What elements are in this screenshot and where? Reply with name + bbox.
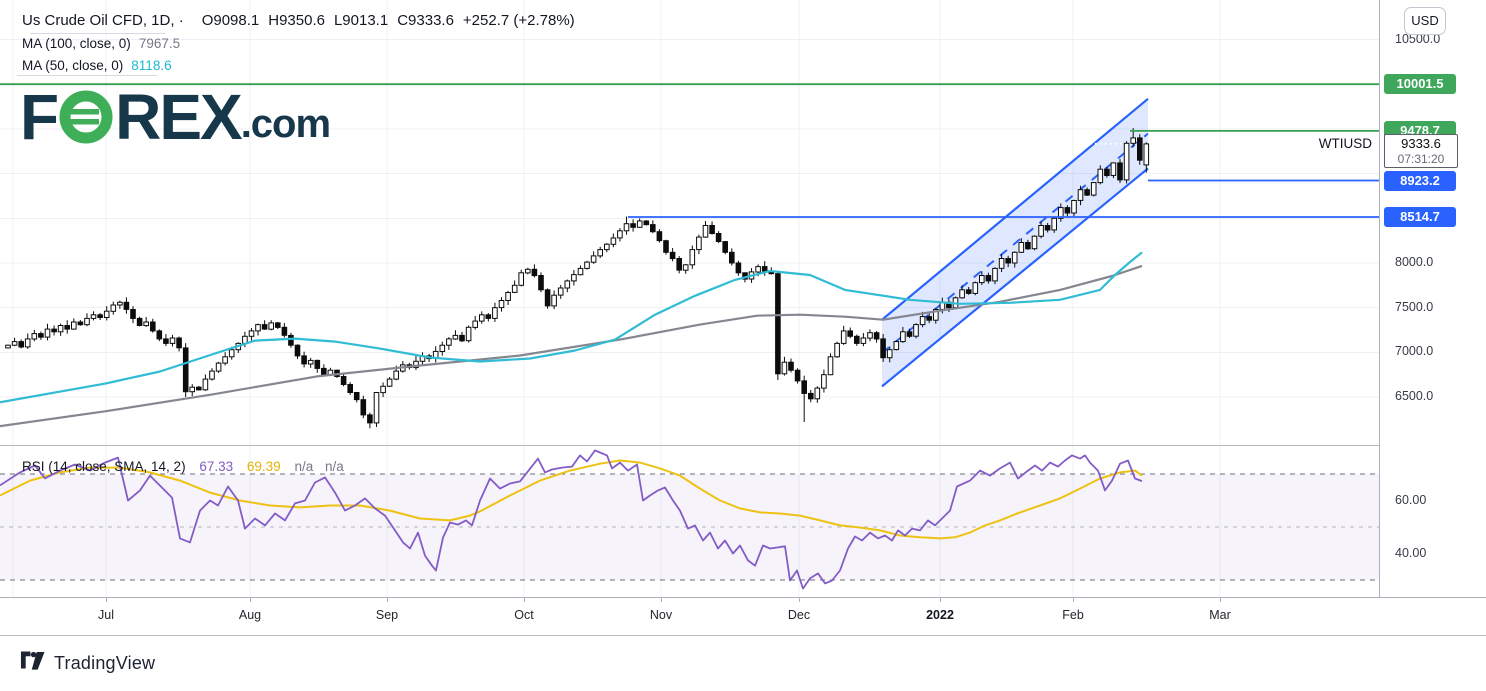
time-tick	[524, 598, 525, 602]
ma50-line	[0, 251, 1143, 404]
legend-symbol-row[interactable]: Us Crude Oil CFD, 1D, · O9098.1 H9350.6 L9…	[22, 8, 584, 34]
time-tick	[387, 598, 388, 602]
candles-layer	[5, 128, 1150, 429]
symbol-name: WTIUSD	[1318, 135, 1372, 151]
rsi-legend[interactable]: RSI (14, close, SMA, 14, 2) 67.33 69.39 …	[22, 459, 344, 474]
time-tick	[1220, 598, 1221, 602]
time-label-jul: Jul	[98, 608, 114, 622]
ma50-label: MA (50, close, 0)	[22, 57, 124, 73]
time-label-feb: Feb	[1062, 608, 1084, 622]
tradingview-icon[interactable]	[20, 651, 46, 676]
pane-divider[interactable]	[0, 445, 1379, 446]
rsi-tick: 60.00	[1395, 492, 1427, 507]
trend-channel[interactable]	[881, 97, 1149, 388]
level-price-label: 10001.5	[1384, 74, 1456, 95]
time-tick	[799, 598, 800, 602]
rsi-na-2: n/a	[325, 459, 344, 474]
forex-logo-f: F	[20, 81, 59, 153]
price-tick: 8000.0	[1395, 255, 1434, 269]
ohlc-values: O9098.1 H9350.6 L9013.1 C9333.6 +252.7 (+2.7…	[202, 12, 584, 29]
time-label-mar: Mar	[1209, 608, 1231, 622]
close-value: C9333.6	[397, 11, 454, 29]
ma50-value: 8118.6	[131, 57, 172, 73]
last-price-value: 9333.6	[1401, 135, 1441, 151]
tradingview-wordmark[interactable]: TradingView	[54, 653, 156, 673]
time-label-oct: Oct	[514, 608, 534, 622]
time-tick	[106, 598, 107, 602]
level-price-label: 8923.2	[1384, 170, 1456, 191]
symbol-title[interactable]: Us Crude Oil CFD, 1D, ·	[22, 11, 184, 29]
rsi-sma-value: 69.39	[246, 459, 281, 474]
price-tick: 7000.0	[1395, 344, 1434, 359]
chart-panes[interactable]	[0, 0, 1380, 597]
price-tick: 10500.0	[1395, 31, 1441, 46]
legend-underline	[17, 75, 157, 76]
bar-countdown: 07:31:20	[1397, 151, 1445, 166]
legend-underline	[30, 33, 165, 34]
rsi-tick: 40.00	[1395, 545, 1427, 560]
forex-logo: F REX .com	[20, 81, 331, 153]
time-tick	[1073, 598, 1074, 602]
symbol-price-float: WTIUSD	[1240, 136, 1372, 151]
forex-logo-rex: REX	[115, 81, 243, 153]
footer: TradingView	[20, 651, 155, 676]
legend: Us Crude Oil CFD, 1D, · O9098.1 H9350.6 L9…	[17, 8, 584, 76]
legend-ma100-row[interactable]: MA (100, close, 0) 7967.5	[22, 32, 584, 54]
open-value: O9098.1	[201, 11, 260, 29]
rsi-value: 67.33	[199, 459, 234, 474]
rsi-sma-line	[0, 459, 1143, 540]
time-tick	[940, 598, 941, 602]
legend-ma50-row[interactable]: MA (50, close, 0) 8118.6	[17, 54, 584, 76]
time-tick	[661, 598, 662, 602]
price-tick: 7500.0	[1395, 299, 1434, 314]
high-value: H9350.6	[268, 11, 325, 29]
time-label-dec: Dec	[787, 608, 811, 622]
low-value: L9013.1	[333, 11, 389, 29]
time-label-aug: Aug	[238, 608, 262, 622]
time-tick	[250, 598, 251, 602]
ma100-label: MA (100, close, 0)	[22, 35, 131, 51]
price-tick: 6500.0	[1395, 389, 1434, 403]
rsi-na-1: n/a	[294, 459, 314, 474]
forex-logo-tld: .com	[240, 102, 331, 146]
time-label-nov: Nov	[649, 608, 673, 622]
currency-button[interactable]: USD	[1404, 7, 1446, 35]
time-axis[interactable]: Jul Aug Sep Oct Nov Dec 2022 Feb Mar	[0, 597, 1486, 636]
change-value: +252.7 (+2.78%)	[462, 11, 575, 29]
rsi-label: RSI (14, close, SMA, 14, 2)	[22, 459, 186, 474]
level-price-label: 8514.7	[1384, 207, 1456, 228]
time-label-2022: 2022	[926, 608, 954, 622]
price-axis[interactable]: USD 10500.0 8000.0 7500.0 7000.0 6500.0 60.00…	[1380, 0, 1486, 638]
ma100-value: 7967.5	[138, 35, 181, 51]
time-label-sep: Sep	[375, 608, 399, 622]
forex-logo-o-icon	[59, 90, 113, 144]
last-price-label: 9333.6 07:31:20	[1384, 133, 1458, 168]
rsi-line	[0, 449, 1143, 590]
price-axis-separator	[1379, 0, 1380, 634]
price-levels[interactable]	[0, 83, 1379, 218]
ma100-line	[0, 264, 1143, 428]
